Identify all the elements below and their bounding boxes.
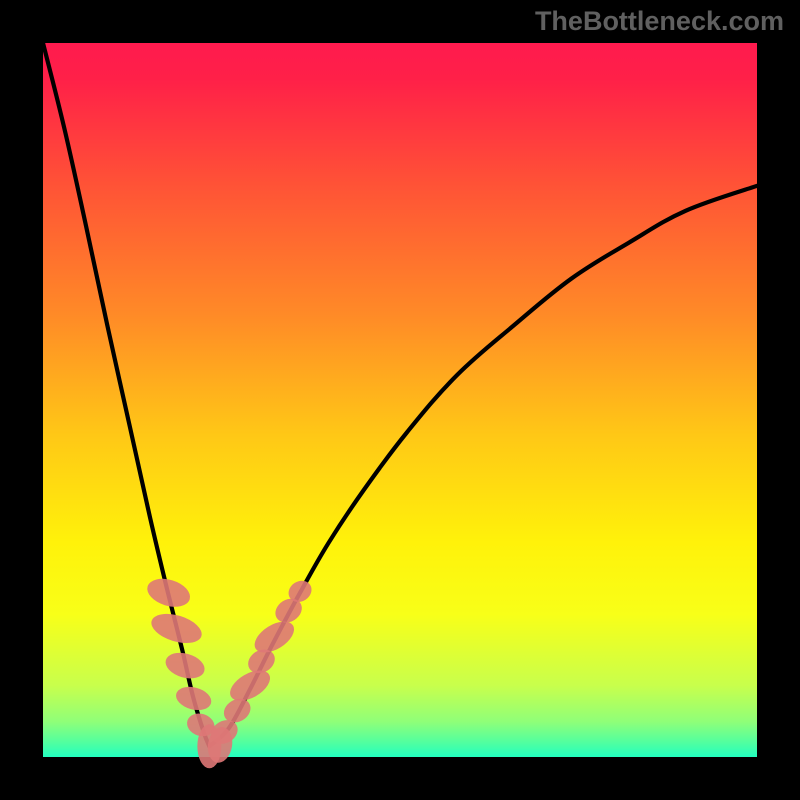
- bottleneck-chart-svg: [0, 0, 800, 800]
- gradient-panel: [43, 43, 757, 757]
- watermark-text: TheBottleneck.com: [535, 6, 784, 37]
- chart-container: TheBottleneck.com: [0, 0, 800, 800]
